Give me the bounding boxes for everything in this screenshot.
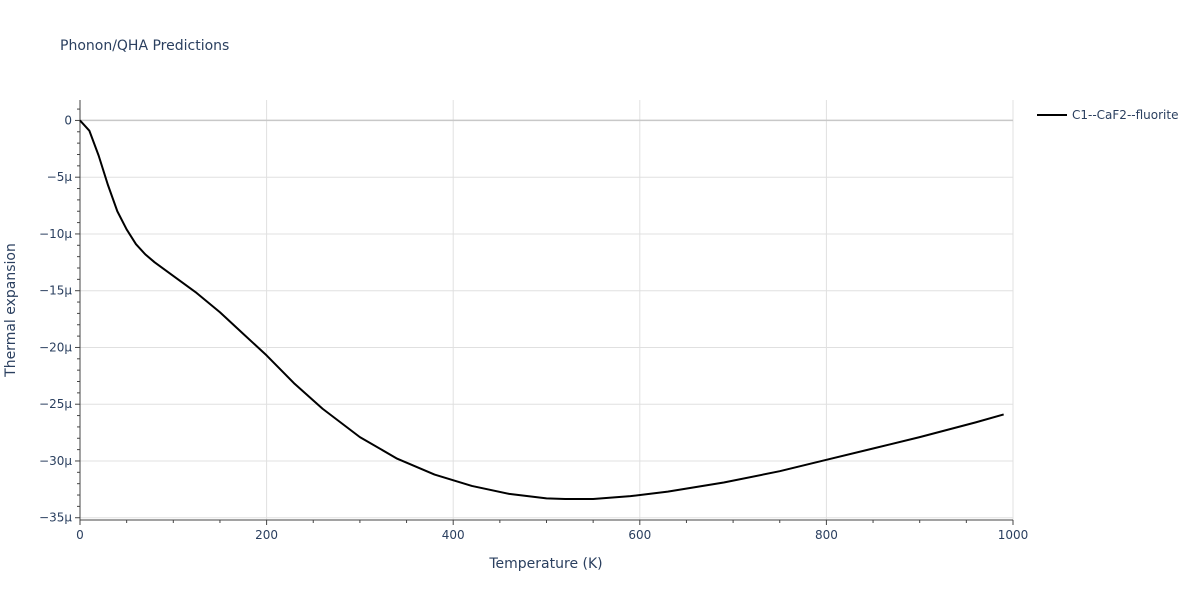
y-tick-label: −35μ (39, 511, 72, 525)
y-axis-title: Thermal expansion (3, 243, 19, 378)
x-tick-label: 1000 (998, 528, 1029, 542)
y-tick-label: −5μ (47, 170, 73, 184)
y-tick-label: −20μ (39, 340, 72, 354)
y-tick-label: −30μ (39, 454, 72, 468)
y-tick-label: −10μ (39, 227, 72, 241)
y-tick-label: −25μ (39, 397, 72, 411)
x-tick-label: 200 (255, 528, 278, 542)
series-layer (79, 119, 1004, 500)
x-tick-label: 400 (442, 528, 465, 542)
series-line (79, 119, 1004, 500)
legend[interactable]: C1--CaF2--fluorite (1037, 108, 1178, 122)
x-tick-label: 0 (76, 528, 84, 542)
y-axis-ticks: 0 −5μ −10μ −15μ −20μ −25μ −30μ −35μ (39, 113, 72, 524)
axes (75, 100, 1014, 525)
chart-title: Phonon/QHA Predictions (60, 38, 229, 54)
x-axis-ticks: 0 200 400 600 800 1000 (76, 528, 1028, 542)
legend-label: C1--CaF2--fluorite (1072, 108, 1178, 122)
y-tick-label: 0 (64, 113, 72, 127)
y-tick-label: −15μ (39, 284, 72, 298)
x-tick-label: 800 (815, 528, 838, 542)
x-axis-title: Temperature (K) (488, 556, 602, 572)
grid (80, 100, 1014, 520)
x-tick-label: 600 (628, 528, 651, 542)
